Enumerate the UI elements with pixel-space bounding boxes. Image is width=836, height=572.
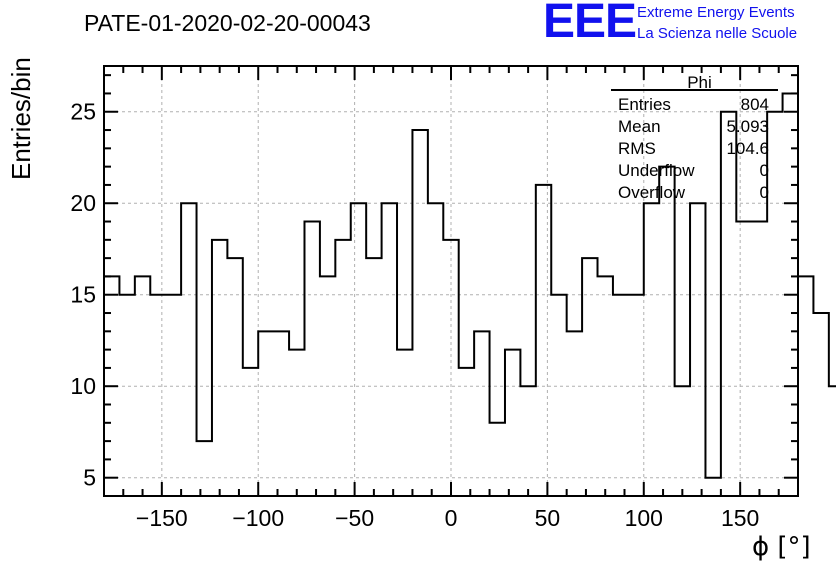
histogram-bin <box>351 203 366 496</box>
x-tick-label: −150 <box>136 505 188 531</box>
histogram-bin <box>721 112 736 496</box>
histogram-bin <box>181 203 196 496</box>
x-tick-label: −100 <box>232 505 284 531</box>
histogram-bin <box>690 203 705 496</box>
stats-row-value: 104.6 <box>726 139 769 158</box>
x-tick-label: 0 <box>445 505 458 531</box>
histogram-bin <box>644 203 659 496</box>
histogram-bin <box>258 331 273 496</box>
histogram-bin <box>304 222 319 496</box>
histogram-bin <box>551 295 566 496</box>
x-tick-label: 50 <box>535 505 561 531</box>
histogram-bin <box>443 240 458 496</box>
stats-row-label: RMS <box>618 139 656 158</box>
histogram-bin <box>274 331 289 496</box>
stats-box-name: Phi <box>687 73 712 92</box>
histogram-bin <box>320 276 335 496</box>
stats-row-label: Mean <box>618 117 661 136</box>
y-tick-label: 15 <box>70 282 96 308</box>
histogram-bin <box>212 240 227 496</box>
stats-row-value: 0 <box>760 161 769 180</box>
histogram-bin <box>227 258 242 496</box>
histogram-bin <box>119 295 134 496</box>
histogram-bin <box>335 240 350 496</box>
histogram-bin <box>366 258 381 496</box>
brand-line-2: La Scienza nelle Scuole <box>637 25 798 42</box>
histogram-bin <box>382 203 397 496</box>
y-tick-label: 10 <box>70 373 96 399</box>
histogram-bin <box>798 276 813 496</box>
y-tick-label: 20 <box>70 190 96 216</box>
histogram-bin <box>675 386 690 496</box>
histogram-bin <box>613 295 628 496</box>
histogram-bin <box>505 350 520 496</box>
histogram-bin <box>289 350 304 496</box>
brand-line-1: Extreme Energy Events <box>637 4 795 21</box>
stats-box: Phi Entries 804 Mean 5.093 RMS 104.6 Underflow 0… <box>611 73 778 202</box>
y-tick-label: 25 <box>70 99 96 125</box>
histogram-bin <box>197 441 212 496</box>
stats-row-value: 0 <box>760 183 769 202</box>
histogram-bin <box>412 130 427 496</box>
stats-row-label: Overflow <box>618 183 686 202</box>
histogram-bin <box>459 368 474 496</box>
histogram-bin <box>428 203 443 496</box>
histogram-bin <box>628 295 643 496</box>
eee-logo: EEE <box>543 0 637 48</box>
histogram-bin <box>582 258 597 496</box>
histogram-bin <box>705 478 720 496</box>
histogram-bin <box>767 112 782 496</box>
x-axis-label: ϕ [°] <box>752 532 811 562</box>
stats-row-value: 804 <box>741 95 769 114</box>
histogram-bin <box>166 295 181 496</box>
histogram-bin <box>659 167 674 496</box>
histogram-bin <box>829 386 836 496</box>
histogram-bin <box>474 331 489 496</box>
histogram-outline <box>104 92 836 479</box>
histogram-bin <box>490 423 505 496</box>
histogram-bin <box>397 350 412 496</box>
histogram-bin <box>598 276 613 496</box>
y-axis-label: Entries/bin <box>6 57 36 180</box>
histogram-bin <box>520 386 535 496</box>
stats-row-value: 5.093 <box>726 117 769 136</box>
stats-row-label: Underflow <box>618 161 695 180</box>
histogram-bin <box>752 222 767 496</box>
histogram-bin <box>536 185 551 496</box>
histogram-bin <box>813 313 828 496</box>
y-tick-label: 5 <box>83 465 96 491</box>
histogram-bin <box>243 368 258 496</box>
stats-row-label: Entries <box>618 95 671 114</box>
histogram-bin <box>150 295 165 496</box>
chart-title: PATE-01-2020-02-20-00043 <box>84 10 371 36</box>
histogram-bin <box>567 331 582 496</box>
x-tick-label: 150 <box>721 505 759 531</box>
x-tick-label: −50 <box>335 505 374 531</box>
histogram-bin <box>736 222 751 496</box>
x-tick-label: 100 <box>625 505 663 531</box>
histogram-bin <box>135 276 150 496</box>
